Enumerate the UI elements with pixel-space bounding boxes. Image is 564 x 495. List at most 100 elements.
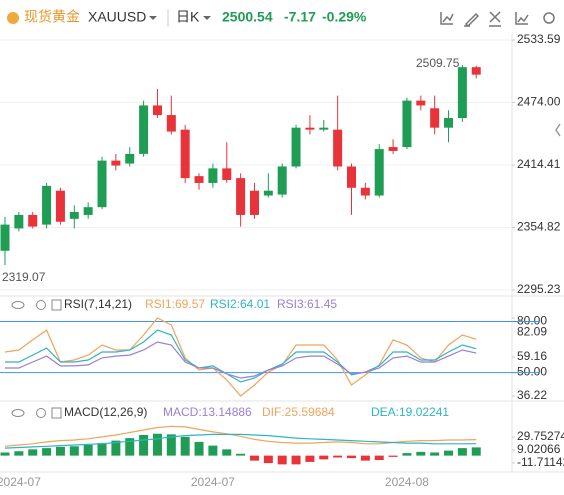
y-tick-label: 29.75274	[517, 429, 564, 443]
eye-icon[interactable]	[11, 301, 25, 309]
histogram-bar	[208, 445, 218, 456]
histogram-bar	[83, 445, 93, 456]
histogram-bar	[444, 450, 454, 456]
legend-entry: DIF:25.59684	[262, 405, 335, 419]
histogram-bar	[402, 453, 412, 456]
histogram-bar	[222, 449, 232, 456]
candle-body	[236, 178, 246, 215]
symbol-dropdown[interactable]	[149, 16, 157, 20]
histogram-bar	[471, 447, 481, 456]
y-tick-label: 36.22	[517, 388, 547, 402]
compare-icon[interactable]	[489, 11, 501, 27]
candle-body	[457, 67, 467, 119]
candle-body	[374, 149, 384, 196]
histogram-bar	[0, 452, 10, 456]
y-tick-label: -11.71142	[517, 455, 564, 469]
candle-body	[333, 129, 343, 167]
rsi-title: RSI(7,14,21)	[64, 297, 132, 311]
candle-body	[402, 100, 412, 148]
histogram-bar	[277, 455, 287, 465]
y-tick-label: 59.16	[517, 349, 547, 363]
gear-icon[interactable]	[36, 300, 46, 310]
eye-icon[interactable]	[11, 409, 25, 417]
candle-body	[305, 127, 315, 130]
candle-body	[14, 214, 24, 229]
draw-icon[interactable]	[464, 12, 480, 28]
period[interactable]: 日K	[176, 9, 200, 25]
settings-icon[interactable]	[543, 12, 555, 24]
period-dropdown[interactable]	[203, 16, 211, 20]
candle-body	[111, 160, 121, 166]
gold-icon	[7, 12, 19, 24]
histogram-bar	[430, 452, 440, 456]
high-annotation: 2509.75	[416, 56, 460, 70]
macd-title: MACD(12,26,9)	[64, 405, 147, 419]
histogram-bar	[14, 451, 24, 456]
legend-entry: RSI3:61.45	[277, 297, 337, 311]
histogram-bar	[180, 436, 190, 456]
candle-body	[347, 166, 356, 188]
histogram-bar	[388, 455, 398, 457]
histogram-bar	[42, 448, 52, 456]
collapse-arrow[interactable]	[555, 123, 561, 137]
candle-body	[249, 190, 259, 215]
y-tick-label: 80.00	[517, 314, 547, 328]
symbol-name[interactable]: 现货黄金	[24, 9, 80, 25]
candle-body	[180, 129, 190, 179]
histogram-bar	[333, 455, 343, 458]
candle-body	[125, 153, 135, 164]
histogram-bar	[194, 441, 204, 456]
candle-body	[388, 147, 398, 151]
candle-body	[430, 108, 440, 128]
series-line	[5, 341, 477, 379]
legend-entry: RSI2:64.01	[210, 297, 270, 311]
candle-body	[69, 211, 79, 219]
histogram-bar	[139, 435, 149, 456]
histogram-bar	[28, 449, 38, 456]
candle-body	[97, 160, 107, 208]
indicator-icon[interactable]	[440, 12, 454, 25]
histogram-bar	[347, 455, 356, 459]
low-annotation: 2319.07	[2, 270, 46, 284]
histogram-bar	[166, 434, 176, 456]
change-percent: -0.29%	[322, 9, 367, 25]
candle-body	[416, 100, 426, 106]
histogram-bar	[416, 451, 426, 456]
panel-icon[interactable]	[51, 407, 62, 419]
histogram-bar	[236, 453, 246, 456]
series-line	[4, 317, 477, 397]
candle-body	[152, 105, 162, 116]
histogram-bar	[97, 443, 107, 456]
candle-body	[222, 168, 232, 181]
price: 2500.54	[222, 9, 273, 25]
candle-body	[194, 176, 204, 183]
histogram-bar	[319, 455, 329, 460]
histogram-bar	[291, 455, 301, 465]
histogram-bar	[111, 440, 121, 456]
histogram-bar	[305, 455, 315, 462]
candle-body	[139, 105, 149, 154]
gear-icon[interactable]	[36, 408, 46, 418]
y-tick-label: 2354.82	[517, 220, 561, 234]
candle-body	[28, 214, 38, 227]
histogram-bar	[69, 446, 79, 456]
candle-body	[263, 190, 273, 196]
candle-body	[0, 224, 10, 251]
symbol-code[interactable]: XAUUSD	[88, 9, 146, 25]
chart-type-icon[interactable]	[515, 12, 529, 25]
histogram-bar	[125, 438, 135, 456]
y-tick-label: 50.00	[517, 365, 547, 379]
series-line	[4, 433, 477, 449]
x-tick-label: 2024-08	[385, 475, 429, 489]
histogram-bar	[374, 455, 384, 460]
histogram-bar	[457, 448, 467, 456]
legend-entry: DEA:19.02241	[371, 405, 449, 419]
legend-entry: RSI1:69.57	[145, 297, 205, 311]
histogram-bar	[55, 446, 65, 456]
y-tick-label: 2533.59	[517, 32, 561, 46]
candle-body	[319, 127, 329, 130]
candle-body	[471, 67, 481, 75]
panel-icon[interactable]	[51, 299, 62, 311]
histogram-bar	[152, 433, 162, 456]
